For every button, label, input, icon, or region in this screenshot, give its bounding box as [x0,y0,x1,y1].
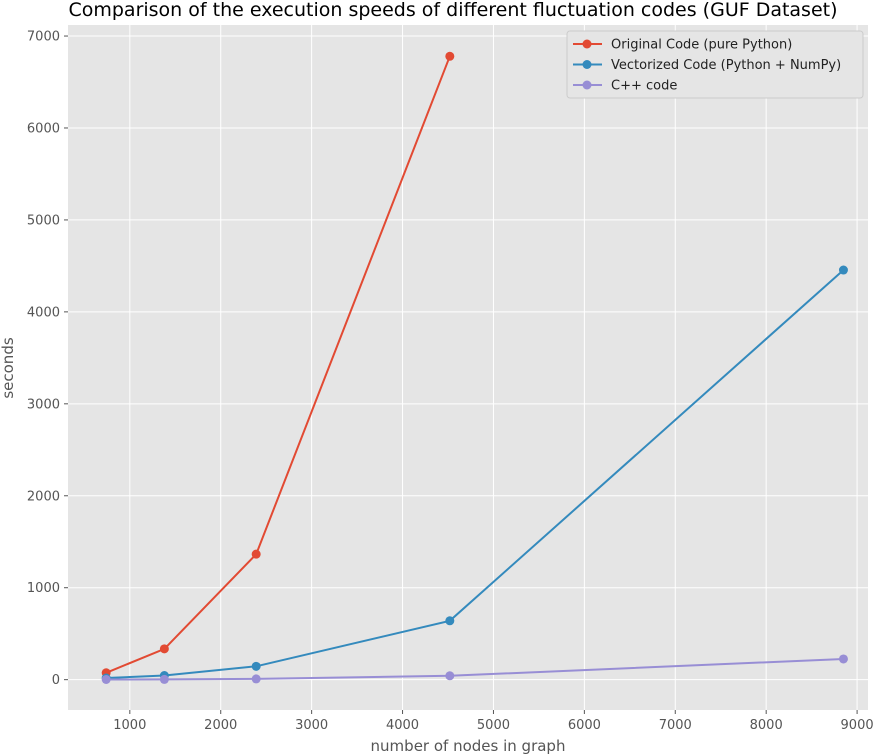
data-point [838,654,848,664]
x-tick-label: 5000 [477,718,510,733]
data-point [445,616,455,626]
y-axis-ticks: 0 1000 2000 3000 4000 5000 6000 7000 [27,30,68,688]
y-tick-label: 4000 [27,305,60,320]
x-tick-label: 6000 [568,718,601,733]
data-point [101,674,111,684]
series-line [105,55,451,674]
series-group [101,51,848,684]
data-point [445,671,455,681]
y-tick-label: 2000 [27,489,60,504]
x-axis-ticks: 1000 2000 3000 4000 5000 6000 7000 8000 9000 [113,710,874,733]
legend-label: Vectorized Code (Python + NumPy) [611,58,841,73]
x-tick-label: 8000 [750,718,783,733]
x-tick-label: 3000 [295,718,328,733]
data-point [445,51,455,61]
data-point [251,674,261,684]
y-tick-label: 6000 [27,121,60,136]
x-tick-label: 7000 [659,718,692,733]
legend-item: Vectorized Code (Python + NumPy) [573,58,841,73]
data-point [838,265,848,275]
x-tick-label: 1000 [113,718,146,733]
data-point [251,549,261,559]
y-tick-label: 0 [52,673,60,688]
legend: Original Code (pure Python) Vectorized Co… [566,30,864,99]
chart-title: Comparison of the execution speeds of di… [68,0,837,21]
legend-box [566,30,864,99]
data-point [159,644,169,654]
legend-marker [582,80,592,90]
legend-label: C++ code [611,79,677,94]
x-tick-label: 9000 [841,718,874,733]
legend-item: Original Code (pure Python) [573,38,792,53]
legend-marker [582,60,592,69]
y-tick-label: 1000 [27,581,60,596]
legend-item: C++ code [573,79,677,94]
legend-marker [582,39,592,49]
x-tick-label: 2000 [204,718,237,733]
x-axis-label: number of nodes in graph [371,737,566,755]
x-tick-label: 4000 [386,718,419,733]
grid [68,25,868,710]
y-tick-label: 7000 [27,30,60,45]
legend-label: Original Code (pure Python) [611,38,792,53]
series-3 [101,654,848,684]
data-point [251,661,261,671]
y-axis-label: seconds [0,337,17,398]
y-tick-label: 5000 [27,213,60,228]
y-tick-label: 3000 [27,397,60,412]
data-point [159,674,169,684]
